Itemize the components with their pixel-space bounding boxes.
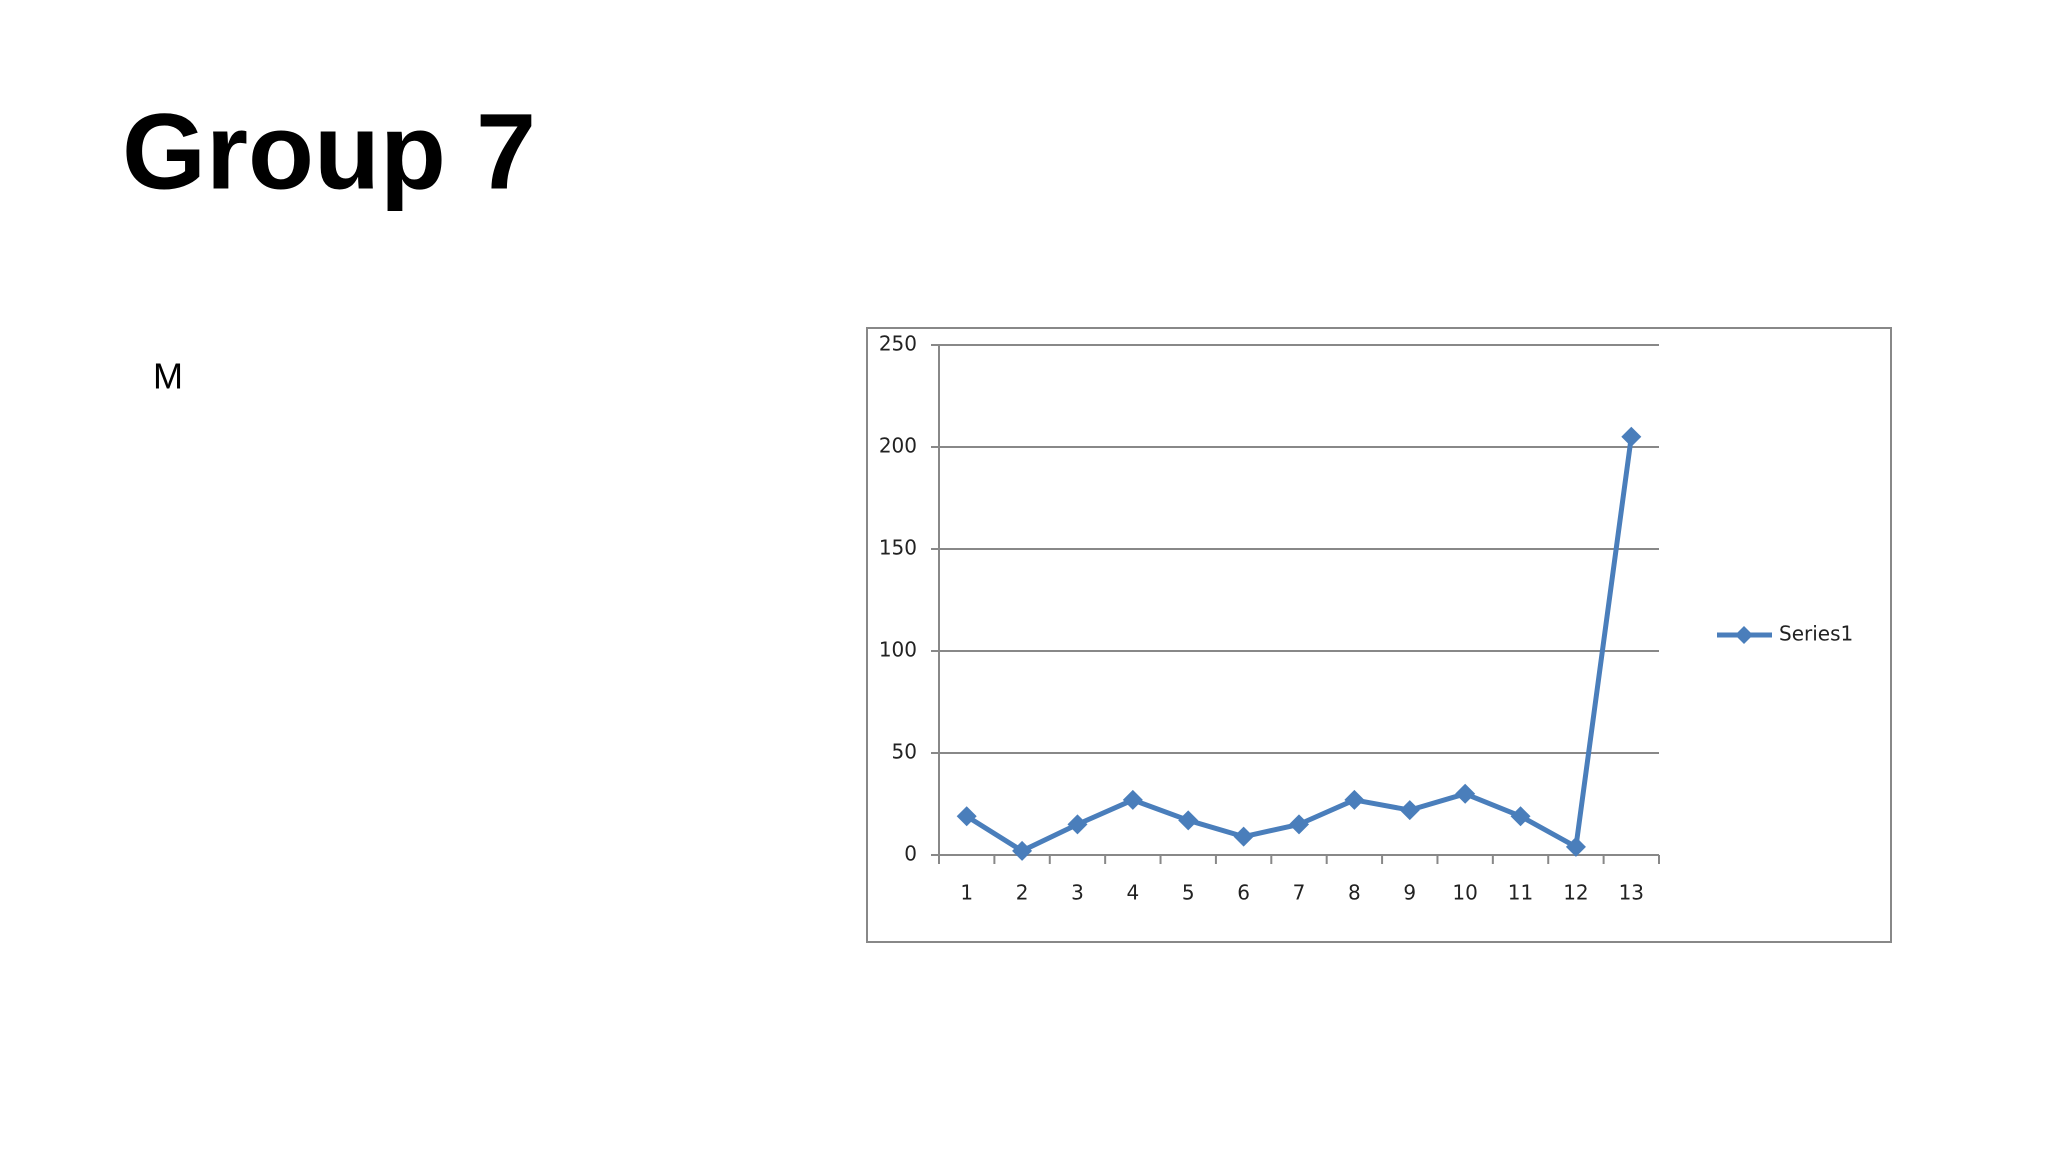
x-tick-label: 1 <box>960 881 973 905</box>
point-marker <box>1122 789 1143 810</box>
point-marker <box>1621 426 1642 447</box>
point-marker <box>1012 840 1033 861</box>
slide-title: Group 7 <box>122 91 536 212</box>
point-marker <box>1344 789 1365 810</box>
point-marker <box>1399 800 1420 821</box>
y-tick-label: 100 <box>879 638 917 662</box>
y-tick-label: 50 <box>892 740 917 764</box>
point-marker <box>1565 836 1586 857</box>
point-marker <box>1067 814 1088 835</box>
x-tick-label: 12 <box>1563 881 1588 905</box>
x-tick-label: 10 <box>1452 881 1477 905</box>
x-tick-label: 3 <box>1071 881 1084 905</box>
x-tick-label: 8 <box>1348 881 1361 905</box>
y-tick-label: 250 <box>879 332 917 356</box>
x-tick-label: 11 <box>1508 881 1533 905</box>
x-tick-label: 7 <box>1293 881 1306 905</box>
x-tick-label: 6 <box>1237 881 1250 905</box>
point-marker <box>1455 783 1476 804</box>
x-tick-label: 4 <box>1126 881 1139 905</box>
y-tick-label: 150 <box>879 536 917 560</box>
point-marker <box>1510 806 1531 827</box>
y-tick-label: 200 <box>879 434 917 458</box>
legend-label: Series1 <box>1779 622 1853 646</box>
x-tick-label: 2 <box>1016 881 1029 905</box>
x-tick-label: 13 <box>1619 881 1644 905</box>
y-tick-label: 0 <box>904 842 917 866</box>
point-marker <box>1178 810 1199 831</box>
x-tick-label: 5 <box>1182 881 1195 905</box>
point-marker <box>1233 826 1254 847</box>
legend-marker <box>1735 626 1753 644</box>
point-marker <box>956 806 977 827</box>
body-text: M <box>153 356 183 397</box>
point-marker <box>1289 814 1309 835</box>
x-tick-label: 9 <box>1403 881 1416 905</box>
